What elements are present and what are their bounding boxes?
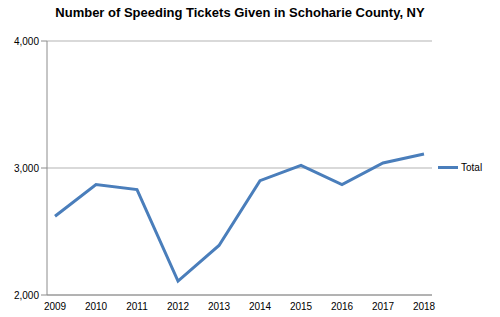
- html-text:Total: Total: [461, 161, 483, 173]
- svg-text:2018: 2018: [413, 301, 436, 312]
- html-text:Number of Speeding Tickets Giv: Number of Speeding Tickets Given in Scho…: [55, 5, 425, 20]
- svg-text:2010: 2010: [85, 301, 108, 312]
- svg-text:2009: 2009: [44, 301, 67, 312]
- svg-text:2015: 2015: [290, 301, 313, 312]
- svg-text:2,000: 2,000: [14, 290, 39, 301]
- svg-text:3,000: 3,000: [14, 163, 39, 174]
- svg-text:2012: 2012: [167, 301, 190, 312]
- svg-text:4,000: 4,000: [14, 36, 39, 47]
- svg-text:2011: 2011: [126, 301, 148, 312]
- svg-text:2014: 2014: [249, 301, 272, 312]
- svg-text:2013: 2013: [208, 301, 231, 312]
- svg-text:2016: 2016: [331, 301, 354, 312]
- svg-text:2017: 2017: [372, 301, 395, 312]
